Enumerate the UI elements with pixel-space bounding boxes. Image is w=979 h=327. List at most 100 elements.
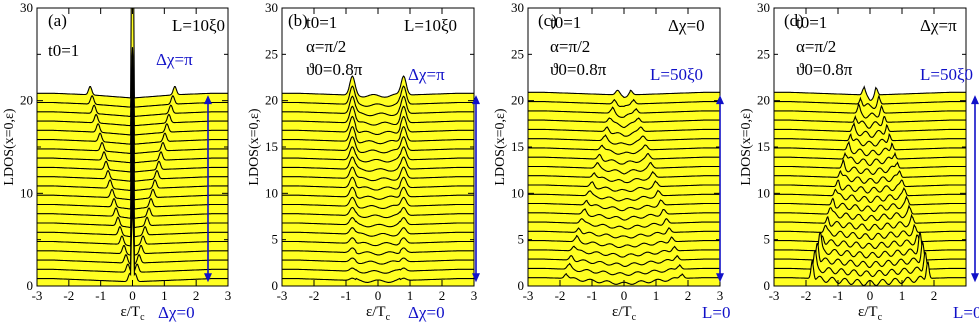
curve-line [282, 126, 474, 145]
curve-line [282, 156, 474, 172]
panel-b-param-theta: ϑ0=0.8π [306, 60, 363, 79]
curve-line [37, 72, 228, 136]
curve-line [282, 115, 474, 136]
curve-line [282, 105, 474, 126]
x-tick-label: 1 [899, 288, 906, 303]
y-tick-label: 30 [265, 0, 278, 15]
curve-fill [37, 206, 228, 286]
curve-line [528, 208, 720, 221]
panel-d-arrow [971, 95, 979, 283]
y-tick-label: 5 [518, 232, 525, 247]
curve-line [37, 183, 228, 256]
panel-c-ylabel: LDOS(x=0,ε) [493, 108, 508, 185]
y-tick-label: 0 [272, 278, 279, 293]
curve-line [528, 144, 720, 155]
y-tick-label: 20 [757, 93, 770, 108]
curve-line [774, 157, 966, 175]
curve-line [37, 115, 228, 182]
curve-line [37, 47, 228, 108]
panel-d-param-dchi: Δχ=π [920, 16, 957, 35]
panel-c-param-theta: ϑ0=0.8π [550, 60, 607, 79]
curve-line [37, 64, 228, 127]
panel-b-param-l: L=10ξ0 [404, 16, 457, 35]
panel-d-top-label: L=50ξ0 [920, 65, 973, 84]
x-tick-label: -1 [341, 288, 352, 303]
panel-d-param-t0: t0=1 [796, 13, 827, 32]
y-tick-label: 25 [265, 46, 278, 61]
curve-line [774, 133, 966, 147]
curve-line [37, 98, 228, 164]
panel-a-top-label: Δχ=π [156, 50, 193, 69]
panel-c-bottom-label: L=0 [702, 303, 730, 322]
panel-c-param-dchi: Δχ=0 [668, 16, 705, 35]
curve-line [37, 89, 228, 155]
panel-d-param-theta: ϑ0=0.8π [796, 60, 853, 79]
curve-line [528, 227, 720, 239]
y-tick-label: 30 [757, 0, 770, 15]
curve-fill [528, 273, 720, 286]
curve-line [528, 262, 720, 276]
panel-d-bottom-label: L=0 [953, 303, 979, 322]
curve-line [774, 140, 966, 157]
y-tick-label: 5 [764, 232, 771, 247]
curve-line [774, 195, 966, 212]
x-tick-label: -3 [277, 288, 288, 303]
panel-c-label: (c) [538, 11, 557, 30]
curve-fill [774, 250, 966, 286]
y-tick-label: 20 [265, 93, 278, 108]
curve-line [37, 123, 228, 192]
panel-a-curves [37, 8, 228, 286]
x-tick-label: 1 [161, 288, 168, 303]
y-tick-label: 0 [764, 278, 771, 293]
panel-a-bottom-label: Δχ=0 [158, 303, 195, 322]
x-tick-label: 2 [931, 288, 938, 303]
curve-line [774, 85, 966, 101]
panel-d-xlabel: ε/Tc [858, 304, 883, 323]
curve-line [282, 267, 474, 274]
panel-a-ylabel: LDOS(x=0,ε) [2, 108, 17, 185]
x-tick-label: 2 [439, 288, 446, 303]
x-tick-label: 2 [193, 288, 200, 303]
curve-line [774, 151, 966, 167]
curve-line [774, 213, 966, 231]
curve-line [528, 152, 720, 165]
panel-b-arrow [472, 95, 480, 283]
y-tick-label: 25 [511, 46, 524, 61]
curve-line [37, 192, 228, 266]
curve-line [282, 196, 474, 209]
y-tick-label: 0 [518, 278, 525, 293]
panel-a-param-l: L=10ξ0 [172, 16, 225, 35]
x-tick-label: 3 [225, 288, 232, 303]
curve-line [282, 206, 474, 219]
curve-line [37, 166, 228, 238]
y-tick-label: 15 [265, 139, 278, 154]
x-tick-label: 0 [375, 288, 382, 303]
curve-fill [774, 259, 966, 286]
curve-line [528, 89, 720, 98]
curve-line [37, 175, 228, 247]
panel-c-curves [528, 89, 720, 286]
curve-line [37, 140, 228, 210]
curve-line [774, 115, 966, 129]
arrow-head-up [472, 95, 480, 105]
curve-line [528, 234, 720, 249]
curve-line [774, 234, 966, 249]
curve-line [774, 204, 966, 222]
curve-line [282, 176, 474, 191]
curve-line [528, 161, 720, 175]
curve-line [528, 245, 720, 258]
y-tick-label: 10 [511, 185, 524, 200]
x-tick-label: 0 [867, 288, 874, 303]
curve-line [528, 199, 720, 212]
curve-line [37, 81, 228, 145]
curve-line [774, 187, 966, 204]
x-tick-label: 3 [471, 288, 478, 303]
curve-line [528, 170, 720, 184]
arrow-head-down [204, 273, 212, 283]
panel-a-arrow [204, 95, 212, 283]
curve-line [528, 218, 720, 230]
